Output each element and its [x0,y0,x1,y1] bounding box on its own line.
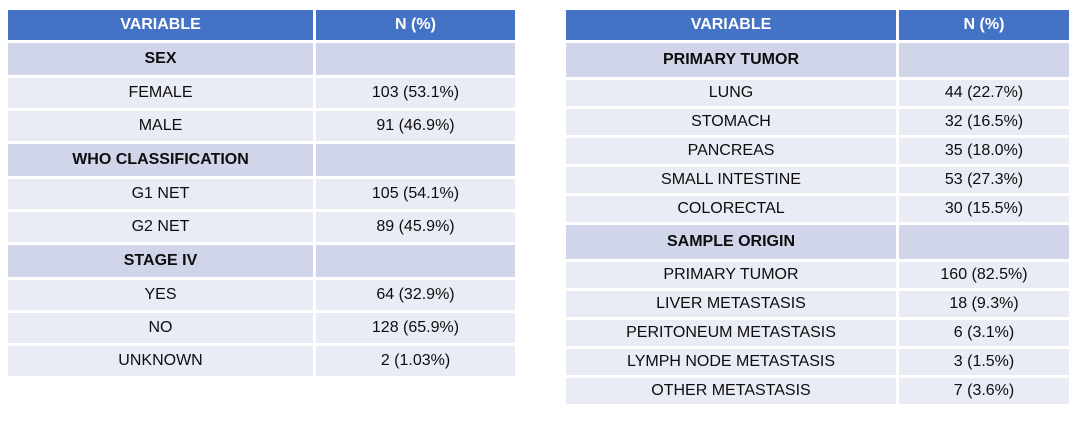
variable-cell: LIVER METASTASIS [566,291,896,317]
table-row: MALE 91 (46.9%) [8,111,515,141]
variable-cell: UNKNOWN [8,346,313,376]
table-row: LUNG 44 (22.7%) [566,80,1069,106]
table-row: COLORECTAL 30 (15.5%) [566,196,1069,222]
table-row: NO 128 (65.9%) [8,313,515,343]
variable-cell: G1 NET [8,179,313,209]
table-row: G2 NET 89 (45.9%) [8,212,515,242]
value-cell: 105 (54.1%) [316,179,515,209]
table-row: PRIMARY TUMOR 160 (82.5%) [566,262,1069,288]
value-cell: 89 (45.9%) [316,212,515,242]
variable-cell: PANCREAS [566,138,896,164]
column-header-n-pct: N (%) [899,10,1069,40]
variable-cell: COLORECTAL [566,196,896,222]
section-value-empty [316,144,515,176]
section-value-empty [899,43,1069,77]
section-value-empty [899,225,1069,259]
variable-cell: LYMPH NODE METASTASIS [566,349,896,375]
variable-cell: MALE [8,111,313,141]
variable-cell: YES [8,280,313,310]
table-row: UNKNOWN 2 (1.03%) [8,346,515,376]
value-cell: 35 (18.0%) [899,138,1069,164]
variable-cell: SMALL INTESTINE [566,167,896,193]
section-label: WHO CLASSIFICATION [8,144,313,176]
table-row: OTHER METASTASIS 7 (3.6%) [566,378,1069,404]
table-row: PANCREAS 35 (18.0%) [566,138,1069,164]
section-row-sex: SEX [8,43,515,75]
section-row-primary-tumor: PRIMARY TUMOR [566,43,1069,77]
value-cell: 44 (22.7%) [899,80,1069,106]
column-header-variable: VARIABLE [566,10,896,40]
column-header-variable: VARIABLE [8,10,313,40]
table-row: YES 64 (32.9%) [8,280,515,310]
table-row: STOMACH 32 (16.5%) [566,109,1069,135]
section-row-sample-origin: SAMPLE ORIGIN [566,225,1069,259]
table-row: G1 NET 105 (54.1%) [8,179,515,209]
value-cell: 103 (53.1%) [316,78,515,108]
variable-cell: NO [8,313,313,343]
table-row: LYMPH NODE METASTASIS 3 (1.5%) [566,349,1069,375]
value-cell: 160 (82.5%) [899,262,1069,288]
table-row: LIVER METASTASIS 18 (9.3%) [566,291,1069,317]
variable-cell: STOMACH [566,109,896,135]
table-row: FEMALE 103 (53.1%) [8,78,515,108]
section-label: PRIMARY TUMOR [566,43,896,77]
value-cell: 64 (32.9%) [316,280,515,310]
variable-cell: PERITONEUM METASTASIS [566,320,896,346]
variable-cell: OTHER METASTASIS [566,378,896,404]
column-header-n-pct: N (%) [316,10,515,40]
value-cell: 3 (1.5%) [899,349,1069,375]
value-cell: 53 (27.3%) [899,167,1069,193]
value-cell: 18 (9.3%) [899,291,1069,317]
table-row: PERITONEUM METASTASIS 6 (3.1%) [566,320,1069,346]
value-cell: 2 (1.03%) [316,346,515,376]
value-cell: 6 (3.1%) [899,320,1069,346]
demographics-table: VARIABLE N (%) SEX FEMALE 103 (53.1%) MA… [5,7,518,379]
section-value-empty [316,245,515,277]
table-header-row: VARIABLE N (%) [566,10,1069,40]
section-row-stage-iv: STAGE IV [8,245,515,277]
section-label: STAGE IV [8,245,313,277]
section-row-who-classification: WHO CLASSIFICATION [8,144,515,176]
value-cell: 32 (16.5%) [899,109,1069,135]
value-cell: 30 (15.5%) [899,196,1069,222]
variable-cell: PRIMARY TUMOR [566,262,896,288]
variable-cell: G2 NET [8,212,313,242]
section-label: SAMPLE ORIGIN [566,225,896,259]
value-cell: 128 (65.9%) [316,313,515,343]
tumor-origin-table: VARIABLE N (%) PRIMARY TUMOR LUNG 44 (22… [563,7,1072,407]
section-value-empty [316,43,515,75]
value-cell: 7 (3.6%) [899,378,1069,404]
variable-cell: FEMALE [8,78,313,108]
value-cell: 91 (46.9%) [316,111,515,141]
section-label: SEX [8,43,313,75]
variable-cell: LUNG [566,80,896,106]
table-row: SMALL INTESTINE 53 (27.3%) [566,167,1069,193]
table-header-row: VARIABLE N (%) [8,10,515,40]
